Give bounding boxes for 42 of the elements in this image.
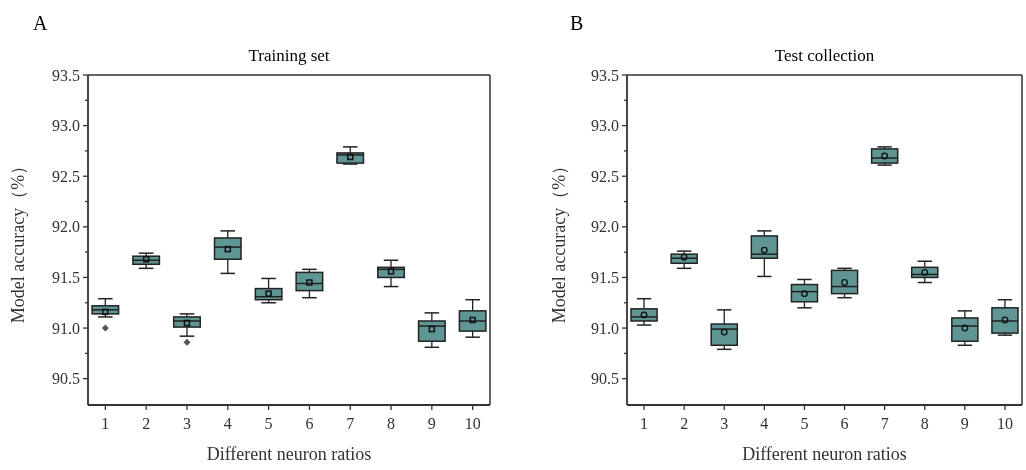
text: A	[33, 12, 48, 34]
chart-title: Training set	[248, 46, 330, 65]
y-tick-label: 93.0	[52, 117, 80, 135]
x-tick-label: 7	[880, 415, 889, 432]
chart-title: Test collection	[774, 46, 875, 65]
x-tick-label: 1	[640, 415, 649, 432]
x-tick-label: 9	[960, 415, 969, 432]
y-tick-label: 93.0	[591, 117, 619, 135]
y-tick-label: 92.5	[52, 167, 80, 185]
x-tick-label: 2	[680, 415, 689, 432]
y-tick-label: 91.5	[591, 269, 619, 287]
x-tick-label: 5	[800, 415, 809, 432]
y-tick-label: 92.0	[591, 218, 619, 236]
y-axis-title: Model accuracy（%）	[8, 156, 28, 324]
y-tick-label: 90.5	[52, 370, 80, 388]
y-tick-label: 91.0	[591, 319, 619, 337]
x-tick-label: 3	[182, 415, 191, 432]
x-tick-label: 2	[142, 415, 151, 432]
x-tick-label: 9	[427, 415, 436, 432]
y-tick-label: 91.5	[52, 269, 80, 287]
y-tick-label: 92.0	[52, 218, 80, 236]
x-tick-label: 6	[840, 415, 849, 432]
x-tick-label: 5	[264, 415, 273, 432]
x-axis-title: Different neuron ratios	[206, 444, 372, 464]
x-tick-label: 6	[305, 415, 314, 432]
text: B	[570, 12, 584, 34]
x-tick-label: 4	[760, 415, 769, 432]
y-axis-title: Model accuracy（%）	[549, 156, 569, 324]
x-tick-label: 4	[223, 415, 232, 432]
x-tick-label: 3	[720, 415, 729, 432]
x-tick-label: 8	[920, 415, 929, 432]
x-tick-label: 10	[464, 415, 481, 432]
y-tick-label: 92.5	[591, 167, 619, 185]
x-tick-label: 10	[996, 415, 1013, 432]
y-tick-label: 90.5	[591, 370, 619, 388]
x-axis-title: Different neuron ratios	[742, 444, 907, 464]
y-tick-label: 91.0	[52, 319, 80, 337]
x-tick-label: 1	[101, 415, 110, 432]
x-tick-label: 7	[346, 415, 355, 432]
y-tick-label: 93.5	[52, 66, 80, 84]
x-tick-label: 8	[387, 415, 396, 432]
y-tick-label: 93.5	[591, 66, 619, 84]
